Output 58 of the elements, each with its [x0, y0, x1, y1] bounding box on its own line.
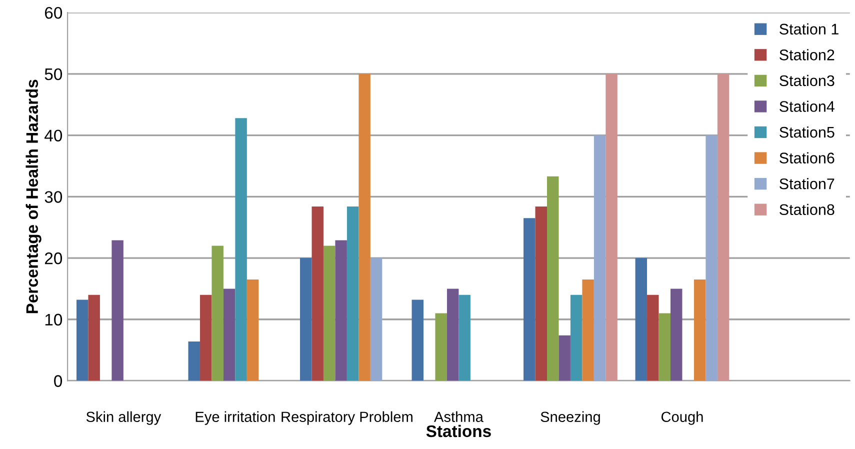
- bar: [458, 294, 470, 381]
- x-tick-label: Asthma: [434, 411, 484, 422]
- bar: [446, 288, 459, 381]
- bar: [200, 294, 212, 381]
- legend-label: Station7: [780, 178, 834, 190]
- bar: [412, 300, 424, 381]
- x-tick-label: Sneezing: [540, 411, 600, 425]
- x-tick-label: Skin allergy: [86, 411, 162, 425]
- legend-label: Station4: [780, 100, 834, 112]
- bar: [706, 135, 718, 381]
- bar: [606, 74, 618, 381]
- legend-label: Station6: [780, 152, 834, 164]
- bar: [246, 280, 259, 381]
- y-tick-label: 30: [44, 191, 62, 203]
- y-tick-label: 0: [54, 375, 62, 387]
- bar: [323, 246, 336, 381]
- y-tick-label: 50: [44, 68, 62, 80]
- legend-label: Station3: [780, 74, 834, 86]
- bar: [647, 294, 659, 381]
- bar: [212, 246, 224, 381]
- bar: [717, 74, 730, 381]
- bar: [694, 280, 706, 381]
- bar: [570, 294, 582, 381]
- y-tick-label: 10: [45, 314, 62, 326]
- bar: [370, 258, 382, 381]
- bar: [358, 74, 370, 381]
- bar: [112, 240, 124, 381]
- bar: [558, 335, 570, 381]
- x-axis-title: Stations: [426, 424, 491, 438]
- bar: [188, 341, 200, 381]
- legend-label: Station2: [780, 49, 834, 60]
- x-tick-label: Eye irritation: [196, 411, 275, 425]
- bar: [582, 280, 594, 381]
- bar: [435, 313, 447, 381]
- bar: [658, 313, 670, 381]
- bar: [535, 206, 547, 381]
- y-tick-label: 20: [44, 252, 62, 264]
- bar: [670, 288, 682, 381]
- bar: [312, 206, 324, 381]
- x-tick-label: Respiratory Problem: [282, 411, 412, 425]
- bar: [547, 176, 559, 381]
- bar: [88, 294, 100, 381]
- bar: [300, 258, 312, 381]
- y-axis-title: Percentage of Health Hazards: [26, 80, 42, 314]
- bar: [346, 206, 359, 381]
- legend-label: Station 1: [780, 23, 838, 35]
- legend-label: Station5: [780, 126, 834, 138]
- bar: [594, 135, 606, 381]
- bar: [223, 288, 236, 381]
- y-tick-label: 40: [44, 130, 62, 142]
- y-tick-label: 60: [44, 6, 62, 19]
- bar: [335, 240, 347, 381]
- bar: [635, 258, 648, 381]
- x-tick-label: Cough: [661, 411, 703, 425]
- bar: [76, 300, 88, 381]
- legend-label: Station8: [780, 204, 834, 216]
- bar: [235, 118, 247, 381]
- bar: [524, 218, 536, 381]
